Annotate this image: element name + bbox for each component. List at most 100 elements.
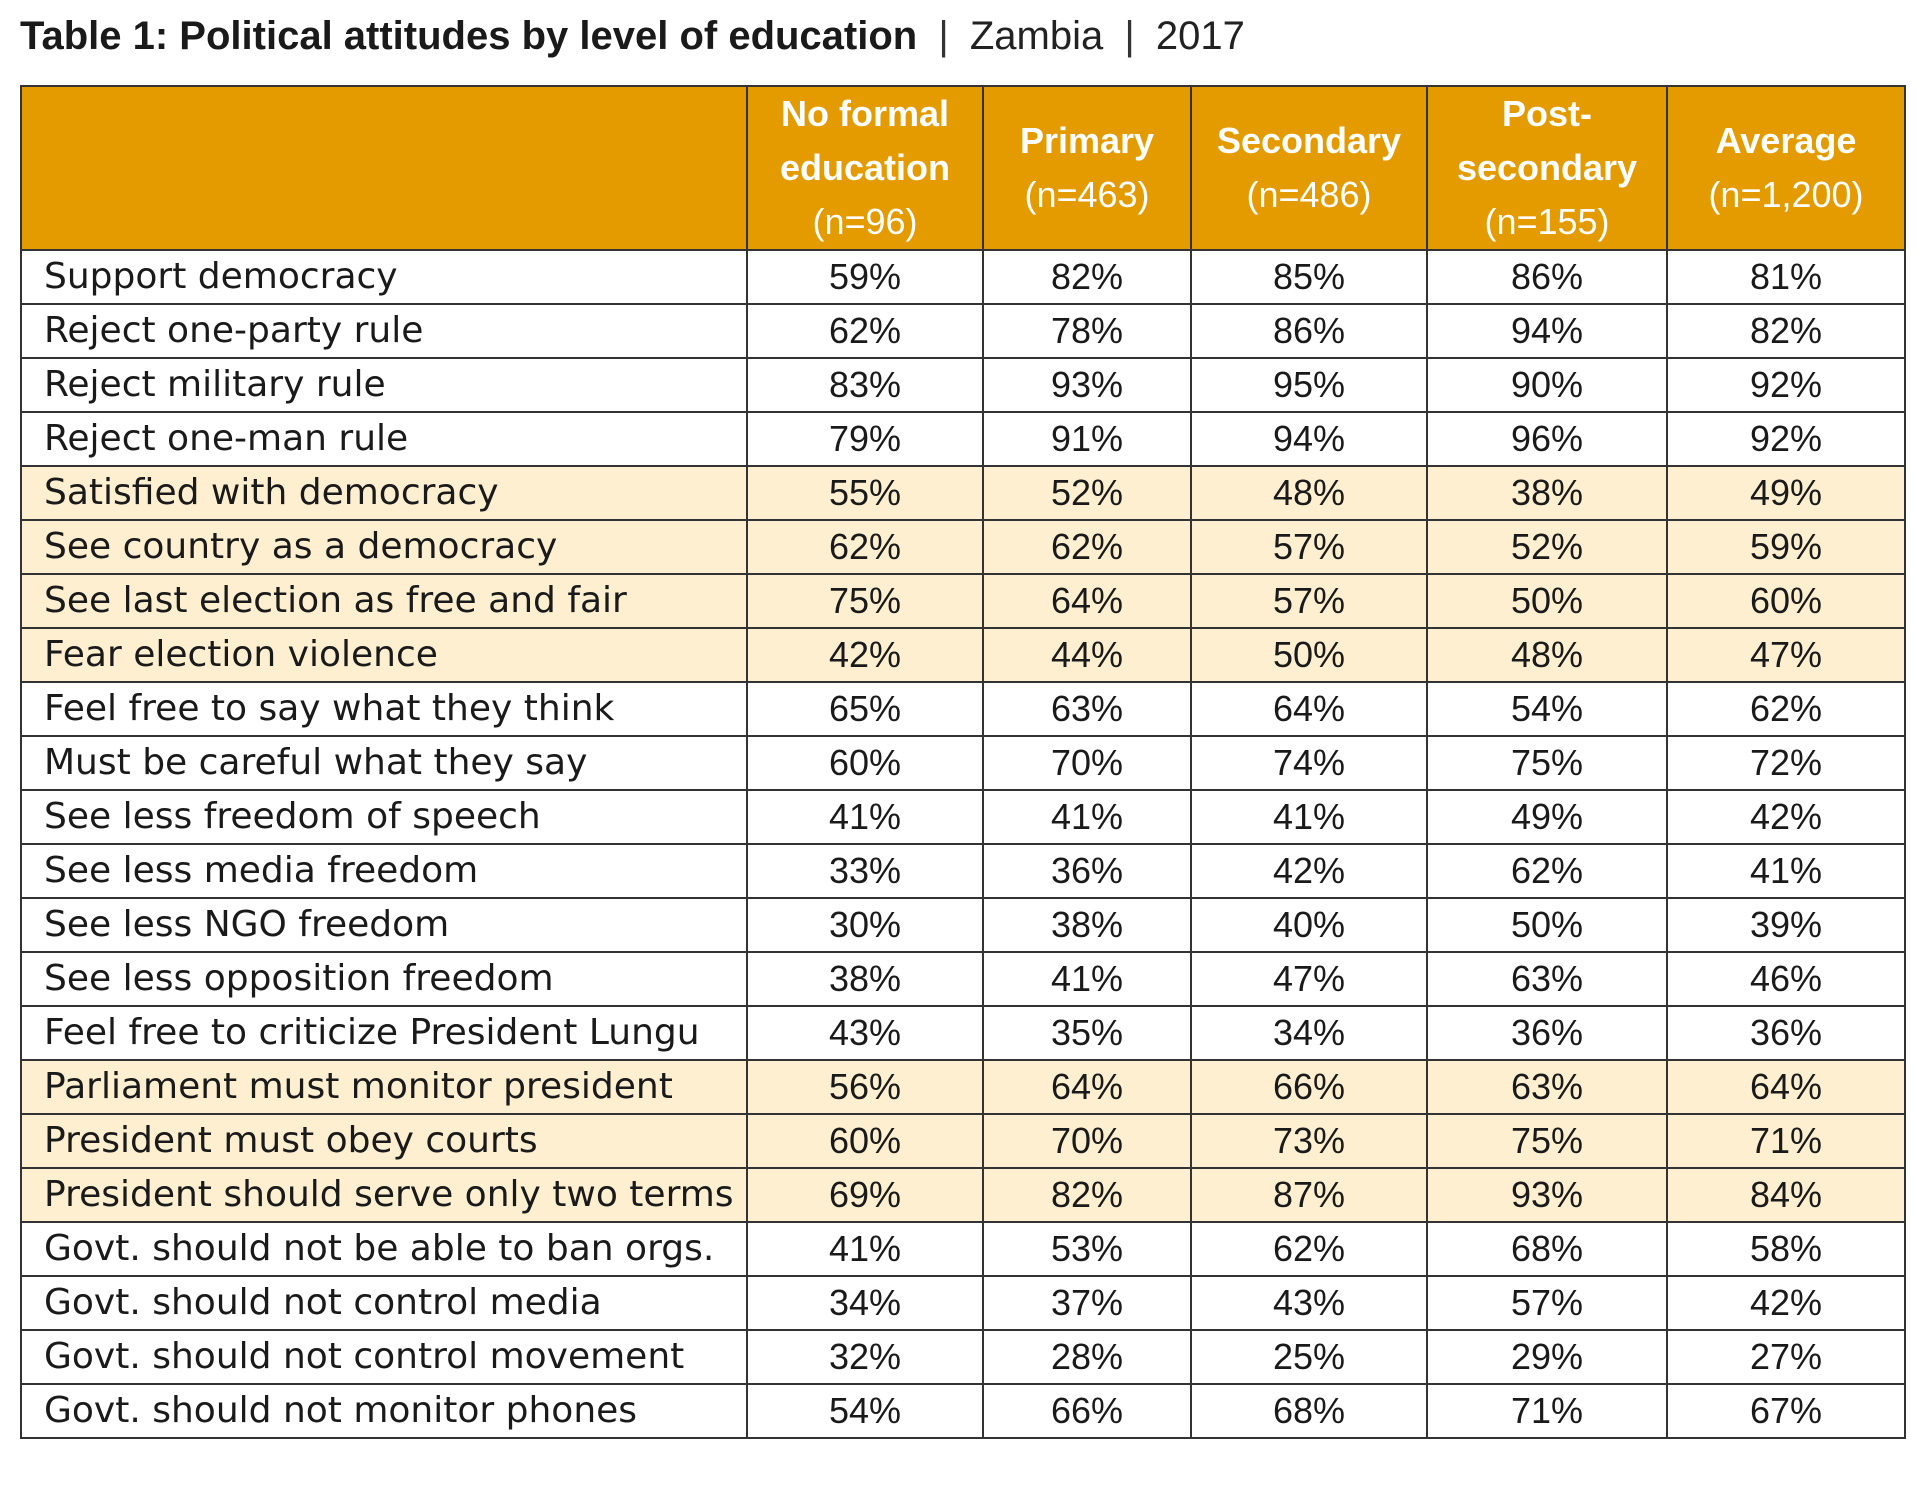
column-header-label: Average (1715, 120, 1857, 161)
row-label: See less NGO freedom (20, 897, 748, 953)
table-row: Govt. should not control movement 32% 28% 2… (20, 1329, 1906, 1385)
header-row: No formal education (n=96) Primary (n=463) Se… (20, 85, 1906, 251)
value-cell: 62% (746, 519, 984, 575)
value-cell: 50% (1426, 573, 1668, 629)
value-cell: 81% (1666, 249, 1906, 305)
value-cell: 42% (1666, 789, 1906, 845)
value-cell: 41% (746, 789, 984, 845)
value-cell: 59% (1666, 519, 1906, 575)
row-label: Feel free to criticize President Lungu (20, 1005, 748, 1061)
row-label: Govt. should not control media (20, 1275, 748, 1331)
value-cell: 60% (746, 1113, 984, 1169)
value-cell: 94% (1426, 303, 1668, 359)
value-cell: 47% (1666, 627, 1906, 683)
column-header-1: Primary (n=463) (982, 85, 1192, 251)
table-row: Govt. should not be able to ban orgs. 41%… (20, 1221, 1906, 1277)
value-cell: 36% (1426, 1005, 1668, 1061)
value-cell: 59% (746, 249, 984, 305)
value-cell: 71% (1426, 1383, 1668, 1439)
value-cell: 36% (1666, 1005, 1906, 1061)
title-separator-2: | (1124, 14, 1135, 58)
column-header-sample-size: (n=463) (1024, 174, 1150, 215)
value-cell: 55% (746, 465, 984, 521)
row-label: Must be careful what they say (20, 735, 748, 791)
row-label: Govt. should not be able to ban orgs. (20, 1221, 748, 1277)
column-header-0: No formal education (n=96) (746, 85, 984, 251)
row-label: President should serve only two terms (20, 1167, 748, 1223)
table-row: Satisfied with democracy 55% 52% 48% 38% 49% (20, 465, 1906, 521)
value-cell: 75% (1426, 735, 1668, 791)
value-cell: 43% (1190, 1275, 1428, 1331)
value-cell: 39% (1666, 897, 1906, 953)
value-cell: 64% (982, 1059, 1192, 1115)
title-main: Table 1: Political attitudes by level of… (20, 14, 918, 58)
table-row: President should serve only two terms 69%… (20, 1167, 1906, 1223)
value-cell: 70% (982, 735, 1192, 791)
value-cell: 52% (1426, 519, 1668, 575)
value-cell: 70% (982, 1113, 1192, 1169)
table-row: Support democracy 59% 82% 85% 86% 81% (20, 249, 1906, 305)
value-cell: 62% (982, 519, 1192, 575)
value-cell: 85% (1190, 249, 1428, 305)
row-label: See less opposition freedom (20, 951, 748, 1007)
value-cell: 60% (1666, 573, 1906, 629)
table-row: Fear election violence 42% 44% 50% 48% 47% (20, 627, 1906, 683)
value-cell: 27% (1666, 1329, 1906, 1385)
value-cell: 82% (982, 249, 1192, 305)
value-cell: 82% (982, 1167, 1192, 1223)
value-cell: 48% (1426, 627, 1668, 683)
value-cell: 62% (1426, 843, 1668, 899)
value-cell: 64% (982, 573, 1192, 629)
value-cell: 38% (746, 951, 984, 1007)
table-row: Parliament must monitor president 56% 64% 6… (20, 1059, 1906, 1115)
value-cell: 36% (982, 843, 1192, 899)
value-cell: 86% (1426, 249, 1668, 305)
value-cell: 75% (746, 573, 984, 629)
row-label: Feel free to say what they think (20, 681, 748, 737)
row-label: Satisfied with democracy (20, 465, 748, 521)
value-cell: 65% (746, 681, 984, 737)
value-cell: 74% (1190, 735, 1428, 791)
value-cell: 57% (1190, 573, 1428, 629)
table-row: Feel free to say what they think 65% 63% 64… (20, 681, 1906, 737)
data-table: No formal education (n=96) Primary (n=463) Se… (20, 85, 1906, 1439)
table-body: Support democracy 59% 82% 85% 86% 81% Reject o… (20, 249, 1906, 1439)
value-cell: 30% (746, 897, 984, 953)
value-cell: 44% (982, 627, 1192, 683)
row-label: Reject one-party rule (20, 303, 748, 359)
row-label: See less freedom of speech (20, 789, 748, 845)
table-row: Govt. should not control media 34% 37% 43% 5… (20, 1275, 1906, 1331)
value-cell: 47% (1190, 951, 1428, 1007)
value-cell: 40% (1190, 897, 1428, 953)
value-cell: 63% (982, 681, 1192, 737)
value-cell: 86% (1190, 303, 1428, 359)
value-cell: 62% (746, 303, 984, 359)
table-row: Reject one-party rule 62% 78% 86% 94% 82% (20, 303, 1906, 359)
value-cell: 68% (1190, 1383, 1428, 1439)
title-separator-1: | (938, 14, 949, 58)
column-header-label: Primary (1019, 120, 1155, 161)
table-row: Feel free to criticize President Lungu 43… (20, 1005, 1906, 1061)
value-cell: 49% (1426, 789, 1668, 845)
value-cell: 69% (746, 1167, 984, 1223)
table-row: President must obey courts 60% 70% 73% 75% 71… (20, 1113, 1906, 1169)
value-cell: 78% (982, 303, 1192, 359)
value-cell: 68% (1426, 1221, 1668, 1277)
column-header-sample-size: (n=486) (1246, 174, 1372, 215)
value-cell: 41% (1190, 789, 1428, 845)
table-row: See less opposition freedom 38% 41% 47% 63% 4… (20, 951, 1906, 1007)
title-country: Zambia (969, 14, 1104, 58)
column-header-sample-size: (n=155) (1484, 201, 1610, 242)
value-cell: 42% (1666, 1275, 1906, 1331)
table-row: See less media freedom 33% 36% 42% 62% 41% (20, 843, 1906, 899)
column-header-label: secondary (1456, 147, 1638, 188)
value-cell: 62% (1190, 1221, 1428, 1277)
column-header-label: Post- (1502, 93, 1592, 134)
value-cell: 54% (746, 1383, 984, 1439)
value-cell: 29% (1426, 1329, 1668, 1385)
value-cell: 38% (982, 897, 1192, 953)
value-cell: 75% (1426, 1113, 1668, 1169)
value-cell: 64% (1190, 681, 1428, 737)
value-cell: 73% (1190, 1113, 1428, 1169)
table-row: Reject military rule 83% 93% 95% 90% 92% (20, 357, 1906, 413)
